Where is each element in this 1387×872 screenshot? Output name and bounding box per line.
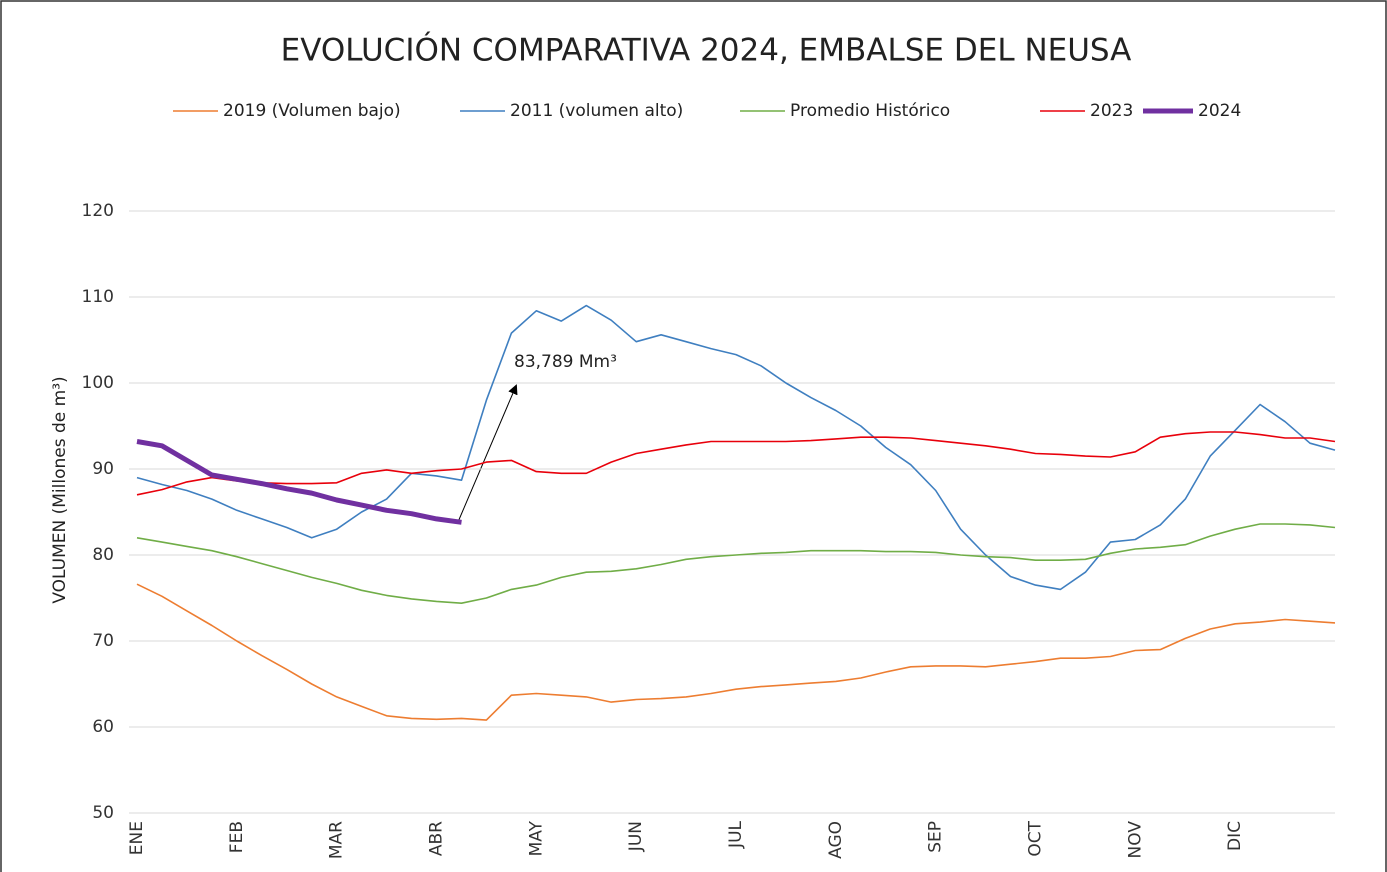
annotation: 83,789 Mm³ <box>514 352 617 372</box>
x-tick-label: ABR <box>427 821 447 856</box>
series-line <box>136 304 1336 591</box>
y-tick-label: 50 <box>92 803 114 823</box>
y-tick-label: 60 <box>92 717 114 737</box>
x-tick-label: MAR <box>327 821 347 859</box>
series-line <box>136 523 1336 604</box>
series-line <box>136 583 1336 721</box>
x-tick-label: MAY <box>526 820 546 856</box>
x-tick-label: NOV <box>1125 821 1145 859</box>
series-line <box>136 439 462 525</box>
x-tick-label: DIC <box>1225 821 1245 851</box>
y-tick-label: 80 <box>92 545 114 565</box>
x-tick-label: FEB <box>227 821 247 853</box>
x-tick-label: ENE <box>127 821 147 855</box>
series-line <box>136 431 1336 496</box>
legend-label: 2011 (volumen alto) <box>510 101 683 121</box>
legend-label: 2023 <box>1090 101 1133 121</box>
y-tick-label: 110 <box>82 287 114 307</box>
x-tick-label: JUN <box>626 821 646 852</box>
x-tick-label: JUL <box>726 820 746 848</box>
annotation-arrow <box>457 384 518 523</box>
y-tick-label: 120 <box>82 201 114 221</box>
y-axis-label: VOLUMEN (Millones de m³) <box>50 376 70 603</box>
y-tick-label: 70 <box>92 631 114 651</box>
legend-label: 2024 <box>1198 101 1241 121</box>
legend-label: Promedio Histórico <box>790 101 950 121</box>
chart-title: EVOLUCIÓN COMPARATIVA 2024, EMBALSE DEL … <box>281 32 1132 69</box>
x-tick-label: SEP <box>926 821 946 853</box>
x-tick-label: OCT <box>1026 820 1046 856</box>
y-tick-label: 90 <box>92 459 114 479</box>
legend-label: 2019 (Volumen bajo) <box>223 101 401 121</box>
y-tick-label: 100 <box>82 373 114 393</box>
x-tick-label: AGO <box>826 821 846 859</box>
